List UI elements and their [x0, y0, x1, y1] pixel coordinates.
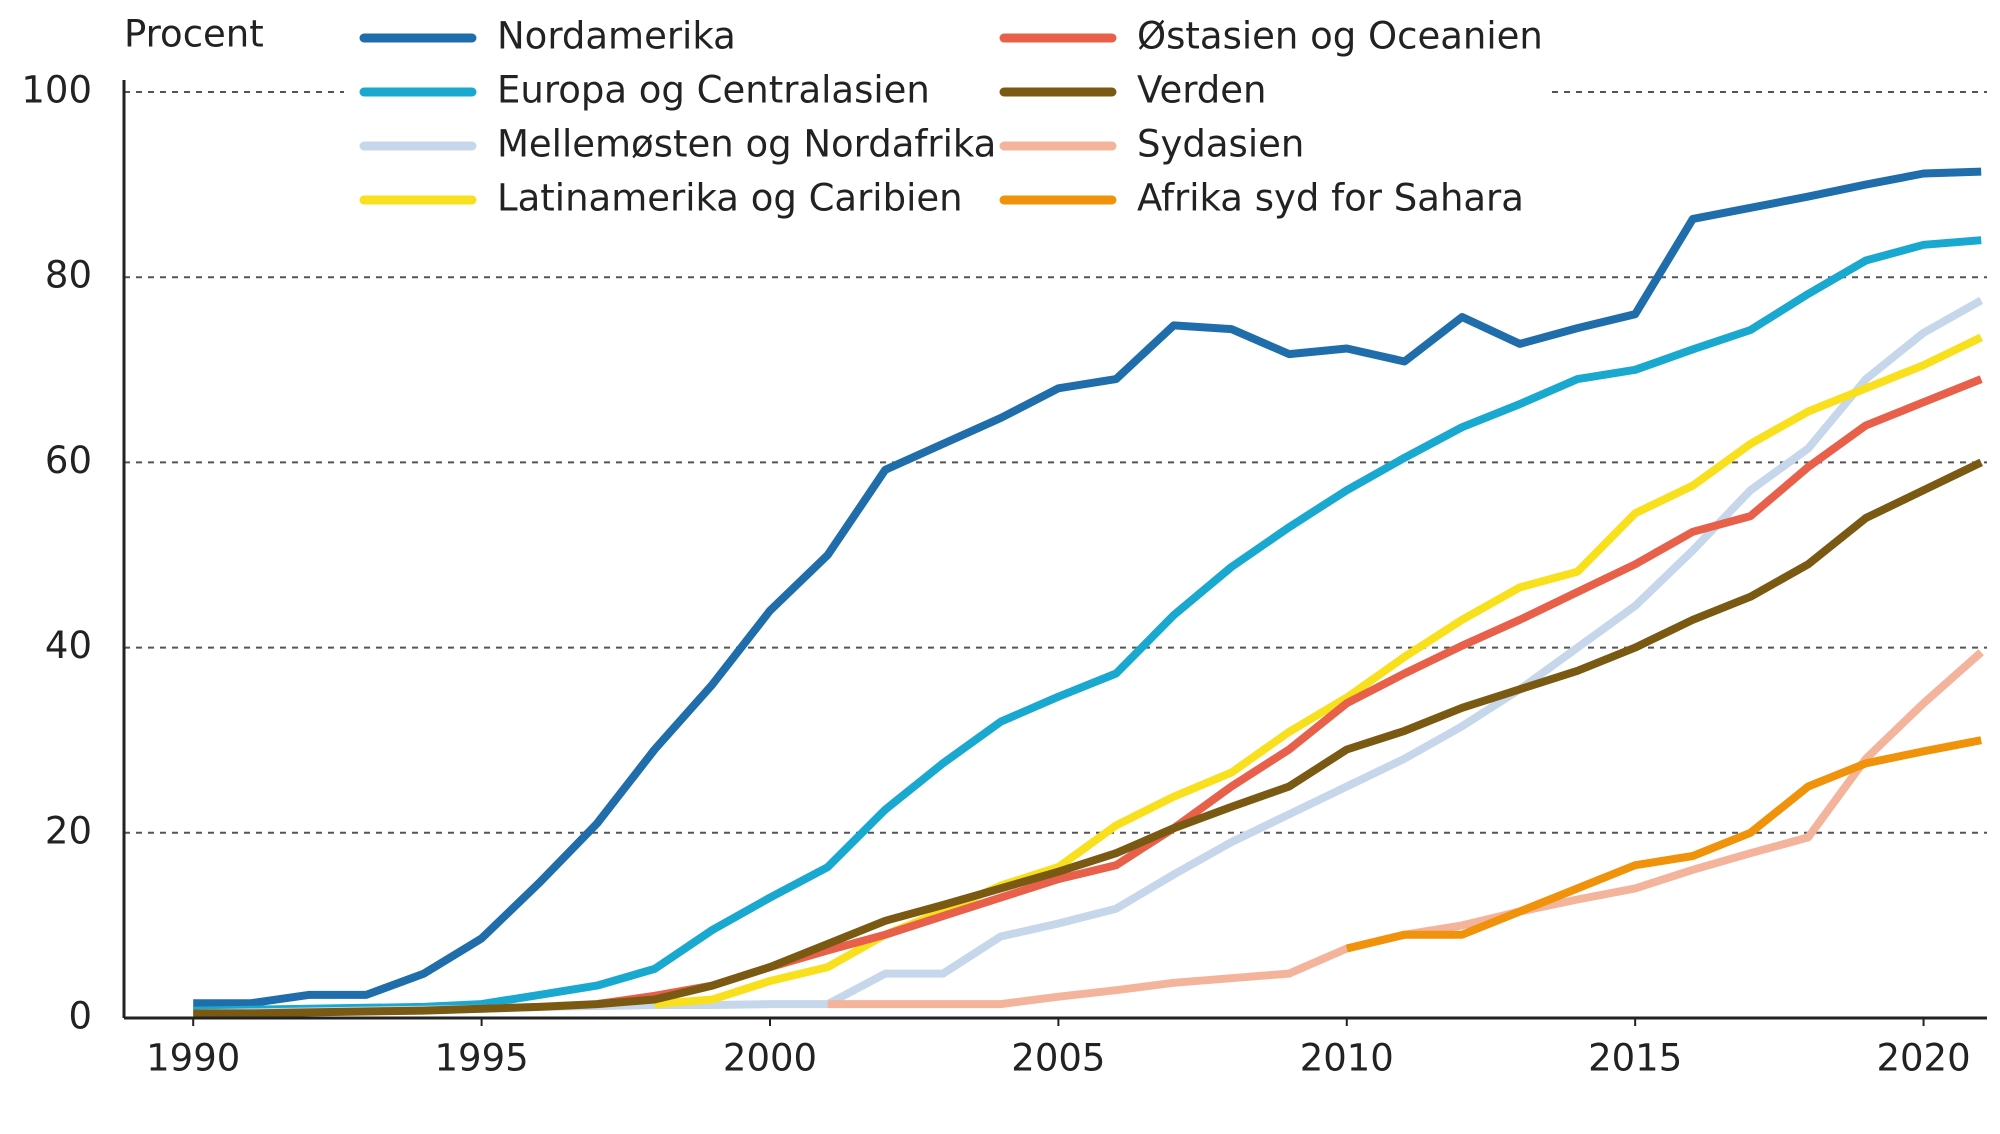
legend-background — [344, 0, 1550, 225]
x-tick-label: 2005 — [1011, 1037, 1105, 1080]
series-line — [596, 375, 1983, 1009]
legend-label: Latinamerika og Caribien — [497, 177, 963, 220]
legend-label: Sydasien — [1137, 123, 1304, 166]
x-tick-label: 2010 — [1300, 1037, 1394, 1080]
y-tick-label: 40 — [45, 624, 92, 667]
x-tick-label: 2000 — [723, 1037, 817, 1080]
series-line — [1345, 736, 1982, 953]
x-tick-label: 1995 — [435, 1037, 529, 1080]
series-line — [193, 236, 1982, 1015]
legend-label: Østasien og Oceanien — [1137, 15, 1543, 58]
series-line — [654, 333, 1983, 1009]
y-tick-label: 80 — [45, 254, 92, 297]
y-tick-label: 0 — [68, 995, 92, 1038]
legend-label: Afrika syd for Sahara — [1137, 177, 1524, 220]
series-line — [193, 167, 1982, 1008]
series-line — [193, 296, 1984, 1018]
x-tick-label: 1990 — [146, 1037, 240, 1080]
y-tick-label: 100 — [21, 69, 92, 112]
legend-label: Mellemøsten og Nordafrika — [497, 123, 996, 166]
series-line — [827, 649, 1984, 1009]
series-line — [193, 458, 1983, 1018]
y-tick-label: 20 — [45, 809, 92, 852]
legend-label: Nordamerika — [497, 15, 736, 58]
x-tick-label: 2015 — [1588, 1037, 1682, 1080]
y-tick-label: 60 — [45, 439, 92, 482]
y-axis-label: Procent — [124, 13, 264, 56]
legend-label: Verden — [1137, 69, 1266, 112]
legend-label: Europa og Centralasien — [497, 69, 930, 112]
x-tick-label: 2020 — [1876, 1037, 1970, 1080]
